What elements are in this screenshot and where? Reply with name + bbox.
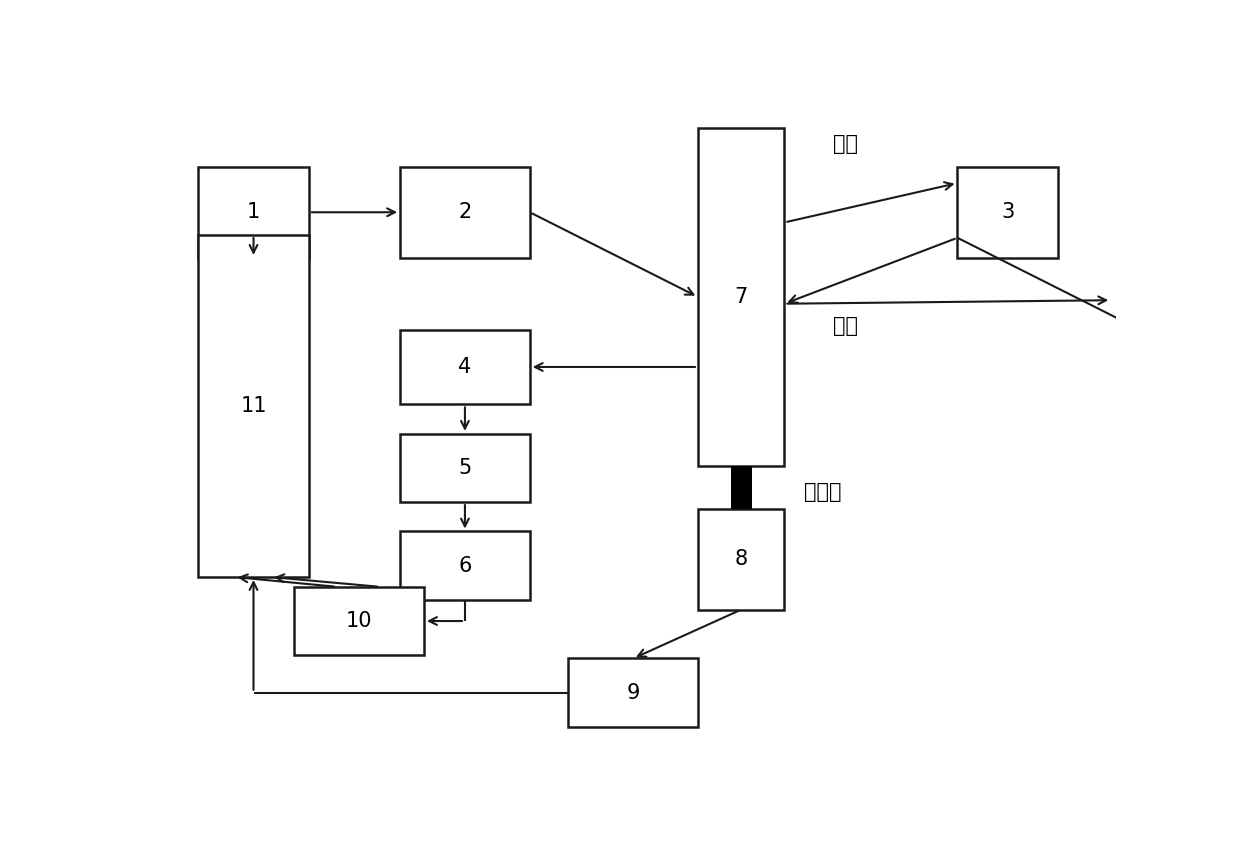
- Bar: [401, 167, 529, 258]
- Bar: [568, 658, 698, 727]
- Bar: [294, 587, 424, 655]
- Bar: [698, 128, 785, 466]
- Text: 回波: 回波: [832, 316, 858, 336]
- Text: 4: 4: [459, 357, 471, 377]
- Text: 转动轴: 转动轴: [804, 482, 841, 503]
- Text: 5: 5: [459, 458, 471, 478]
- Bar: [401, 531, 529, 600]
- Text: 1: 1: [247, 202, 260, 222]
- Text: 3: 3: [1001, 202, 1014, 222]
- Bar: [401, 434, 529, 503]
- Bar: [198, 167, 309, 258]
- Text: 7: 7: [734, 287, 748, 307]
- Bar: [698, 508, 785, 610]
- Bar: [401, 330, 529, 404]
- Bar: [198, 235, 309, 577]
- Text: 发射: 发射: [832, 134, 858, 154]
- Text: 2: 2: [459, 202, 471, 222]
- Text: 10: 10: [346, 611, 372, 631]
- Text: 9: 9: [626, 683, 640, 703]
- Text: 8: 8: [734, 549, 748, 569]
- Bar: [730, 466, 751, 508]
- Text: 6: 6: [459, 556, 471, 575]
- Bar: [957, 167, 1058, 258]
- Text: 11: 11: [241, 396, 267, 416]
